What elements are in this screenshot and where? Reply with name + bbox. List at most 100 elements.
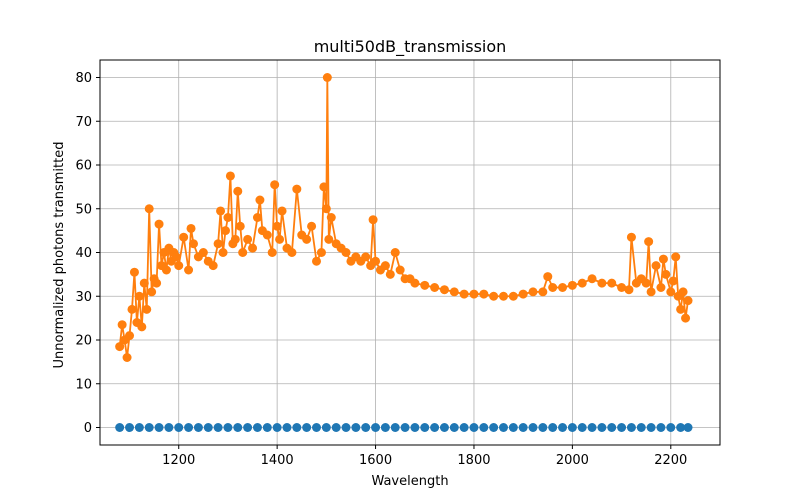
data-point (678, 287, 688, 297)
data-point (671, 252, 681, 262)
data-point (287, 248, 297, 257)
data-point (449, 287, 459, 297)
x-tick-label: 1600 (359, 453, 392, 468)
y-tick-label: 60 (75, 159, 92, 174)
data-point (321, 204, 331, 214)
data-point (272, 423, 282, 432)
series-1 (115, 423, 693, 432)
data-point (371, 256, 381, 266)
data-point (597, 278, 607, 288)
data-point (225, 171, 235, 181)
data-point (395, 265, 405, 275)
data-point (248, 243, 258, 253)
data-point (469, 289, 479, 299)
data-point (400, 423, 410, 432)
data-point (666, 423, 676, 432)
data-point (267, 248, 277, 257)
y-tick-label: 10 (75, 377, 92, 392)
data-point (528, 287, 538, 297)
data-point (174, 261, 184, 271)
data-point (641, 278, 651, 288)
data-point (188, 239, 198, 249)
data-point (646, 423, 656, 432)
data-point (275, 234, 285, 244)
data-point (307, 221, 317, 231)
data-point (656, 423, 666, 432)
data-point (117, 320, 127, 330)
data-point (179, 232, 189, 242)
data-point (626, 232, 636, 242)
data-point (666, 287, 676, 297)
data-point (449, 423, 459, 432)
data-point (312, 423, 322, 432)
data-point (459, 289, 469, 299)
data-point (316, 248, 326, 257)
data-point (144, 204, 154, 214)
data-point (668, 276, 678, 286)
data-point (218, 248, 228, 257)
data-point (243, 423, 253, 432)
data-point (617, 423, 627, 432)
data-point (420, 280, 430, 290)
data-point (326, 213, 336, 222)
data-point (538, 287, 548, 297)
data-point (587, 274, 597, 284)
data-point (115, 423, 125, 432)
data-point (125, 331, 135, 341)
data-point (161, 265, 171, 275)
data-point (459, 423, 469, 432)
data-point (184, 423, 194, 432)
data-point (171, 252, 181, 262)
data-point (558, 283, 568, 292)
data-point (233, 186, 243, 196)
data-point (607, 423, 617, 432)
data-point (607, 278, 617, 288)
data-point (498, 423, 508, 432)
data-point (479, 289, 489, 299)
data-point (439, 423, 449, 432)
data-point (361, 423, 371, 432)
data-point (683, 423, 693, 432)
data-point (164, 423, 174, 432)
data-point (220, 226, 230, 236)
data-point (420, 423, 430, 432)
x-axis-label: Wavelength (371, 474, 448, 489)
y-tick-label: 40 (75, 246, 92, 261)
data-point (122, 353, 132, 362)
data-point (390, 423, 400, 432)
data-point (252, 423, 262, 432)
data-point (498, 291, 508, 301)
data-point (154, 219, 164, 229)
data-point (147, 287, 157, 297)
data-point (154, 423, 164, 432)
data-point (302, 234, 312, 244)
data-point (129, 267, 139, 277)
data-point (341, 423, 351, 432)
data-point (651, 261, 661, 271)
data-point (115, 342, 125, 352)
data-point (277, 206, 287, 216)
chart-title: multi50dB_transmission (314, 37, 507, 57)
data-point (430, 283, 440, 292)
x-tick-label: 1200 (162, 453, 195, 468)
data-point (469, 423, 479, 432)
data-point (644, 237, 654, 247)
data-point (262, 230, 272, 240)
data-point (548, 423, 558, 432)
y-axis-ticks: 0 10 20 30 40 50 60 70 80 (75, 71, 100, 436)
y-tick-label: 80 (75, 71, 92, 86)
y-tick-label: 20 (75, 334, 92, 349)
data-point (134, 291, 144, 301)
data-point (624, 285, 634, 295)
y-tick-label: 0 (84, 421, 92, 436)
data-point (319, 182, 329, 192)
data-point (255, 195, 265, 205)
series-2 (115, 73, 693, 362)
y-tick-label: 50 (75, 202, 92, 217)
data-point (341, 248, 351, 257)
data-point (567, 280, 577, 290)
data-point (198, 248, 208, 257)
x-tick-label: 2000 (556, 453, 589, 468)
